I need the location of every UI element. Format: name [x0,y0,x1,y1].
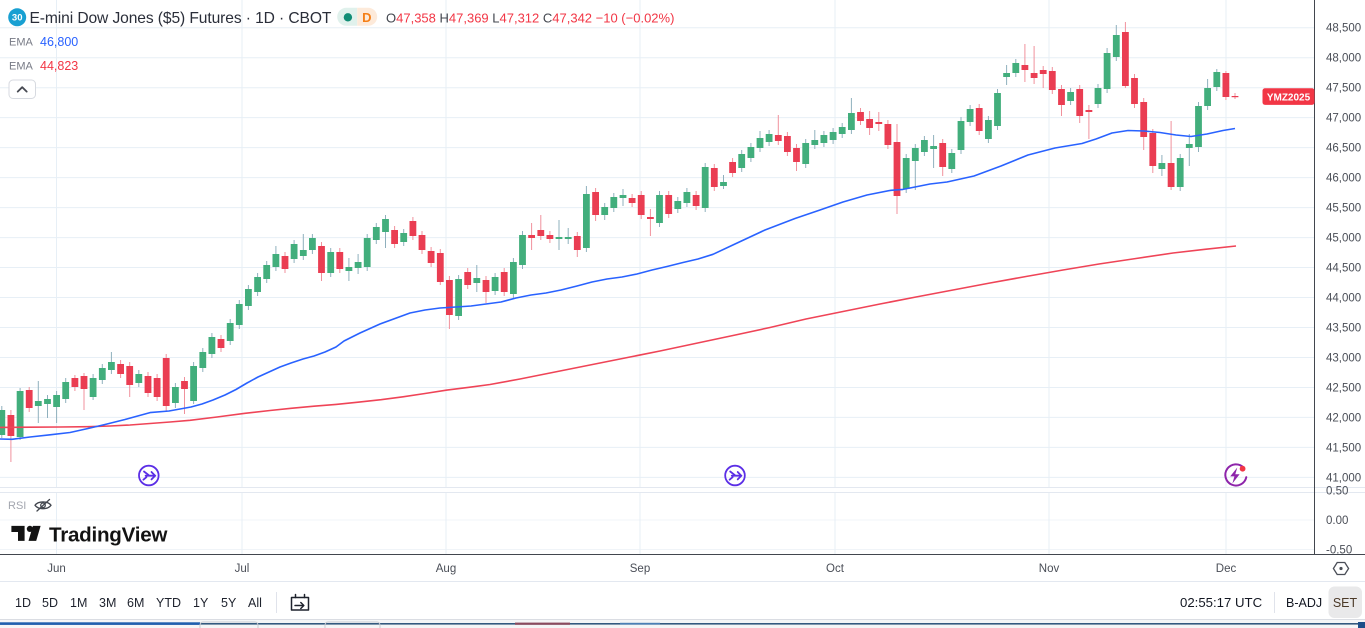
svg-text:30: 30 [12,13,23,24]
svg-text:47,500: 47,500 [1326,83,1361,95]
svg-text:All: All [248,596,262,610]
svg-text:42,500: 42,500 [1326,383,1361,395]
svg-text:Dec: Dec [1216,563,1237,575]
svg-text:E-mini Dow Jones ($5) Futures: E-mini Dow Jones ($5) Futures · 1D · CBO… [30,10,332,27]
svg-text:0.00: 0.00 [1326,515,1348,527]
svg-text:Jul: Jul [235,563,250,575]
svg-text:Sep: Sep [630,563,650,575]
svg-text:43,500: 43,500 [1326,323,1361,335]
svg-text:41,500: 41,500 [1326,442,1361,454]
svg-text:1Y: 1Y [193,596,209,610]
svg-text:44,823: 44,823 [40,59,78,73]
svg-text:41,000: 41,000 [1326,472,1361,484]
svg-text:B-ADJ: B-ADJ [1286,596,1322,610]
svg-text:6M: 6M [127,596,144,610]
svg-text:02:55:17 UTC: 02:55:17 UTC [1180,595,1263,610]
svg-text:43,000: 43,000 [1326,353,1361,365]
svg-text:1D: 1D [15,596,31,610]
svg-text:47,000: 47,000 [1326,113,1361,125]
svg-text:Nov: Nov [1039,563,1060,575]
svg-text:D: D [362,10,371,25]
svg-text:Oct: Oct [826,563,845,575]
svg-text:48,000: 48,000 [1326,53,1361,65]
svg-text:46,500: 46,500 [1326,143,1361,155]
svg-text:5Y: 5Y [221,596,237,610]
svg-text:YMZ2025: YMZ2025 [1267,92,1311,103]
svg-text:45,500: 45,500 [1326,203,1361,215]
svg-text:0.50: 0.50 [1326,486,1348,498]
svg-text:YTD: YTD [156,596,181,610]
svg-text:3M: 3M [99,596,116,610]
svg-text:46,000: 46,000 [1326,173,1361,185]
svg-text:1M: 1M [70,596,87,610]
svg-text:5D: 5D [42,596,58,610]
svg-text:Jun: Jun [47,563,66,575]
svg-text:48,500: 48,500 [1326,23,1361,35]
svg-text:SET: SET [1333,596,1358,610]
svg-text:EMA: EMA [9,37,34,49]
svg-text:44,000: 44,000 [1326,293,1361,305]
svg-text:RSI: RSI [8,500,26,512]
svg-text:O47,358 H47,369 L47,312 C47,34: O47,358 H47,369 L47,312 C47,342 −10 (−0.… [386,11,674,26]
svg-text:-0.50: -0.50 [1326,545,1352,557]
svg-text:46,800: 46,800 [40,35,78,49]
svg-text:42,000: 42,000 [1326,412,1361,424]
svg-text:Aug: Aug [436,563,456,575]
svg-text:TradingView: TradingView [49,524,168,547]
svg-text:45,000: 45,000 [1326,233,1361,245]
svg-text:EMA: EMA [9,61,34,73]
svg-text:44,500: 44,500 [1326,263,1361,275]
